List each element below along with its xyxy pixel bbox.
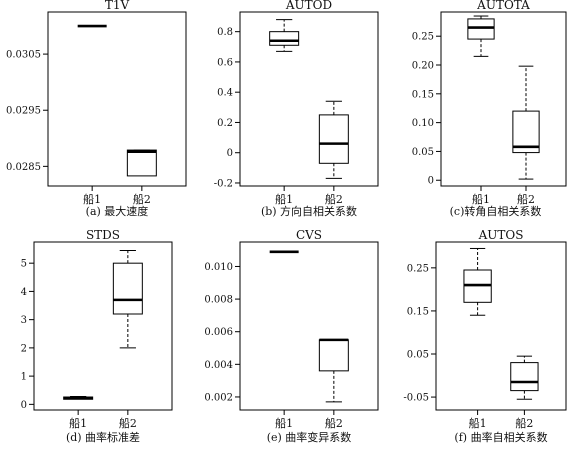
plot-frame (47, 11, 187, 187)
box-1 (269, 19, 300, 52)
y-tick-label: 0.010 (204, 262, 233, 273)
chart-panel-4: STDS 0 1 2 3 4 5 船1 船2(d) 曲率标准差 (21, 228, 173, 444)
y-tick-label: 0.15 (412, 89, 434, 100)
plot-frame (33, 241, 173, 411)
y-tick-label: -0.2 (214, 178, 233, 189)
panel-title: AUTOS (478, 228, 524, 242)
panel-caption: (b) 方向自相关系数 (261, 204, 357, 218)
y-tick-label: 3 (21, 315, 27, 326)
box-2 (126, 149, 157, 177)
panel-title: T1V (105, 0, 130, 12)
iqr-box (467, 18, 495, 40)
panel-title: AUTOTA (476, 0, 530, 12)
y-tick-label: 0 (227, 148, 233, 159)
x-tick-label: 船1 (472, 192, 490, 206)
y-tick-label: -0.05 (403, 393, 429, 404)
y-tick-label: 0.05 (407, 350, 429, 361)
iqr-box (126, 149, 157, 177)
plot-frame (440, 11, 567, 187)
x-tick-label: 船1 (275, 192, 293, 206)
x-tick-label: 船1 (275, 416, 293, 430)
x-tick-label: 船2 (133, 192, 151, 206)
x-tick-label: 船1 (469, 416, 487, 430)
y-tick-label: 0.15 (407, 306, 429, 317)
plot-frame (435, 241, 567, 411)
panel-caption: (c)转角自相关系数 (450, 204, 542, 218)
chart-panel-6: AUTOS -0.05 0.05 0.15 0.25 船1 船2(f) 曲率自相关系数 (403, 228, 567, 444)
y-tick-label: 0 (21, 400, 27, 411)
panel-caption: (f) 曲率自相关系数 (454, 430, 547, 444)
y-tick-label: 0.006 (204, 327, 233, 338)
y-tick-label: 0.25 (412, 32, 434, 43)
y-tick-label: 0.002 (204, 392, 233, 403)
x-tick-label: 船1 (83, 192, 101, 206)
y-tick-label: 4 (21, 287, 27, 298)
box-2 (318, 338, 349, 403)
chart-panel-1: T1V 0.0285 0.0295 0.0305 船1 船2(a) 最大速度 (6, 0, 187, 218)
iqr-box (318, 339, 349, 372)
panel-title: AUTOD (285, 0, 332, 12)
chart-panel-5: CVS 0.002 0.004 0.006 0.008 0.010 船1 船2(e) 曲率变异… (204, 228, 379, 444)
y-tick-label: 0.25 (407, 263, 429, 274)
x-tick-label: 船2 (119, 416, 137, 430)
chart-panel-3: AUTOTA 0 0.05 0.10 0.15 0.20 0.25 船1 船2(c)转角自相关系… (412, 0, 567, 218)
y-tick-label: 2 (21, 343, 27, 354)
y-tick-label: 0.0305 (6, 50, 41, 61)
plot-frame (239, 241, 379, 411)
chart-panel-2: AUTOD -0.2 0 0.2 0.4 0.6 0.8 船1 船2(b) 方向自相关系数 (214, 0, 379, 218)
iqr-box (318, 114, 349, 164)
panel-caption: (d) 曲率标准差 (66, 430, 140, 444)
y-tick-label: 0.0285 (6, 162, 41, 173)
panel-title: CVS (296, 228, 322, 242)
box-2 (510, 355, 539, 400)
box-2 (512, 65, 540, 180)
y-tick-label: 0.6 (217, 57, 233, 68)
x-tick-label: 船1 (69, 416, 87, 430)
y-tick-label: 0.05 (412, 147, 434, 158)
y-tick-label: 0.4 (217, 88, 233, 99)
y-tick-label: 0.10 (412, 118, 434, 129)
x-tick-label: 船2 (515, 416, 533, 430)
iqr-box (112, 262, 143, 315)
plot-frame (239, 11, 379, 187)
y-tick-label: 0.008 (204, 295, 233, 306)
y-tick-label: 0.2 (217, 118, 233, 129)
box-2 (112, 249, 143, 349)
x-tick-label: 船2 (325, 192, 343, 206)
y-tick-label: 0.8 (217, 27, 233, 38)
panel-caption: (e) 曲率变异系数 (267, 430, 352, 444)
y-tick-label: 0.20 (412, 61, 434, 72)
y-tick-label: 5 (21, 259, 27, 270)
box-2 (318, 100, 349, 179)
y-tick-label: 1 (21, 372, 27, 383)
panel-title: STDS (86, 228, 120, 242)
box-1 (467, 15, 495, 57)
box-1 (63, 395, 94, 400)
x-tick-label: 船2 (517, 192, 535, 206)
panel-caption: (a) 最大速度 (86, 204, 149, 218)
iqr-box (269, 31, 300, 46)
y-tick-label: 0.004 (204, 360, 233, 371)
y-tick-label: 0 (428, 176, 434, 187)
y-tick-label: 0.0295 (6, 106, 41, 117)
x-tick-label: 船2 (325, 416, 343, 430)
iqr-box (510, 362, 539, 392)
box-1 (463, 247, 492, 316)
